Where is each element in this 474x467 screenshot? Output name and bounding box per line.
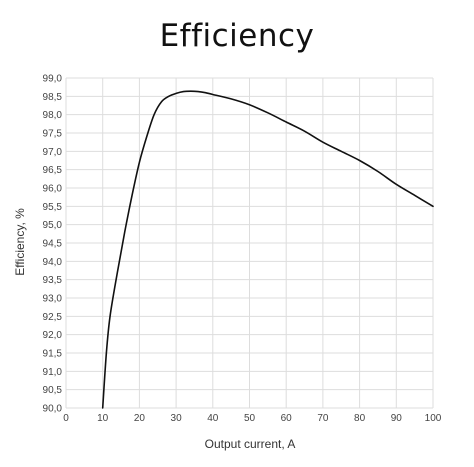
x-tick-label: 80 xyxy=(354,413,366,424)
y-tick-label: 97,5 xyxy=(43,129,63,140)
y-tick-label: 90,0 xyxy=(43,404,63,415)
y-tick-label: 95,5 xyxy=(43,202,63,213)
x-tick-label: 100 xyxy=(425,413,442,424)
tick-labels: 0 10 20 30 40 50 60 70 80 90 100 90,0 90,5 91,0 91,5 92… xyxy=(43,74,442,425)
y-tick-label: 93,5 xyxy=(43,275,63,286)
y-tick-label: 98,5 xyxy=(43,92,63,103)
y-tick-label: 91,5 xyxy=(43,349,63,360)
y-tick-label: 92,0 xyxy=(43,330,63,341)
x-tick-label: 30 xyxy=(171,413,183,424)
chart-title: Efficiency xyxy=(159,18,315,54)
x-tick-label: 20 xyxy=(134,413,146,424)
y-axis-label: Efficiency, % xyxy=(13,208,27,276)
y-tick-label: 98,0 xyxy=(43,110,63,121)
y-tick-label: 99,0 xyxy=(43,74,63,85)
x-tick-label: 50 xyxy=(244,413,256,424)
y-tick-label: 91,0 xyxy=(43,367,63,378)
x-tick-label: 90 xyxy=(391,413,403,424)
x-tick-label: 10 xyxy=(97,413,109,424)
y-tick-label: 93,0 xyxy=(43,294,63,305)
y-tick-label: 92,5 xyxy=(43,312,63,323)
y-tick-label: 94,0 xyxy=(43,257,63,268)
x-tick-label: 0 xyxy=(63,413,69,424)
series-layer xyxy=(101,90,434,409)
y-tick-label: 97,0 xyxy=(43,147,63,158)
x-tick-label: 70 xyxy=(317,413,329,424)
x-tick-label: 40 xyxy=(207,413,219,424)
y-tick-label: 94,5 xyxy=(43,239,63,250)
x-tick-label: 60 xyxy=(281,413,293,424)
y-tick-label: 96,5 xyxy=(43,165,63,176)
y-tick-label: 96,0 xyxy=(43,184,63,195)
x-axis-label: Output current, A xyxy=(205,437,296,451)
grid xyxy=(65,77,434,409)
efficiency-line xyxy=(101,90,434,409)
y-tick-label: 90,5 xyxy=(43,385,63,396)
y-tick-label: 95,0 xyxy=(43,220,63,231)
